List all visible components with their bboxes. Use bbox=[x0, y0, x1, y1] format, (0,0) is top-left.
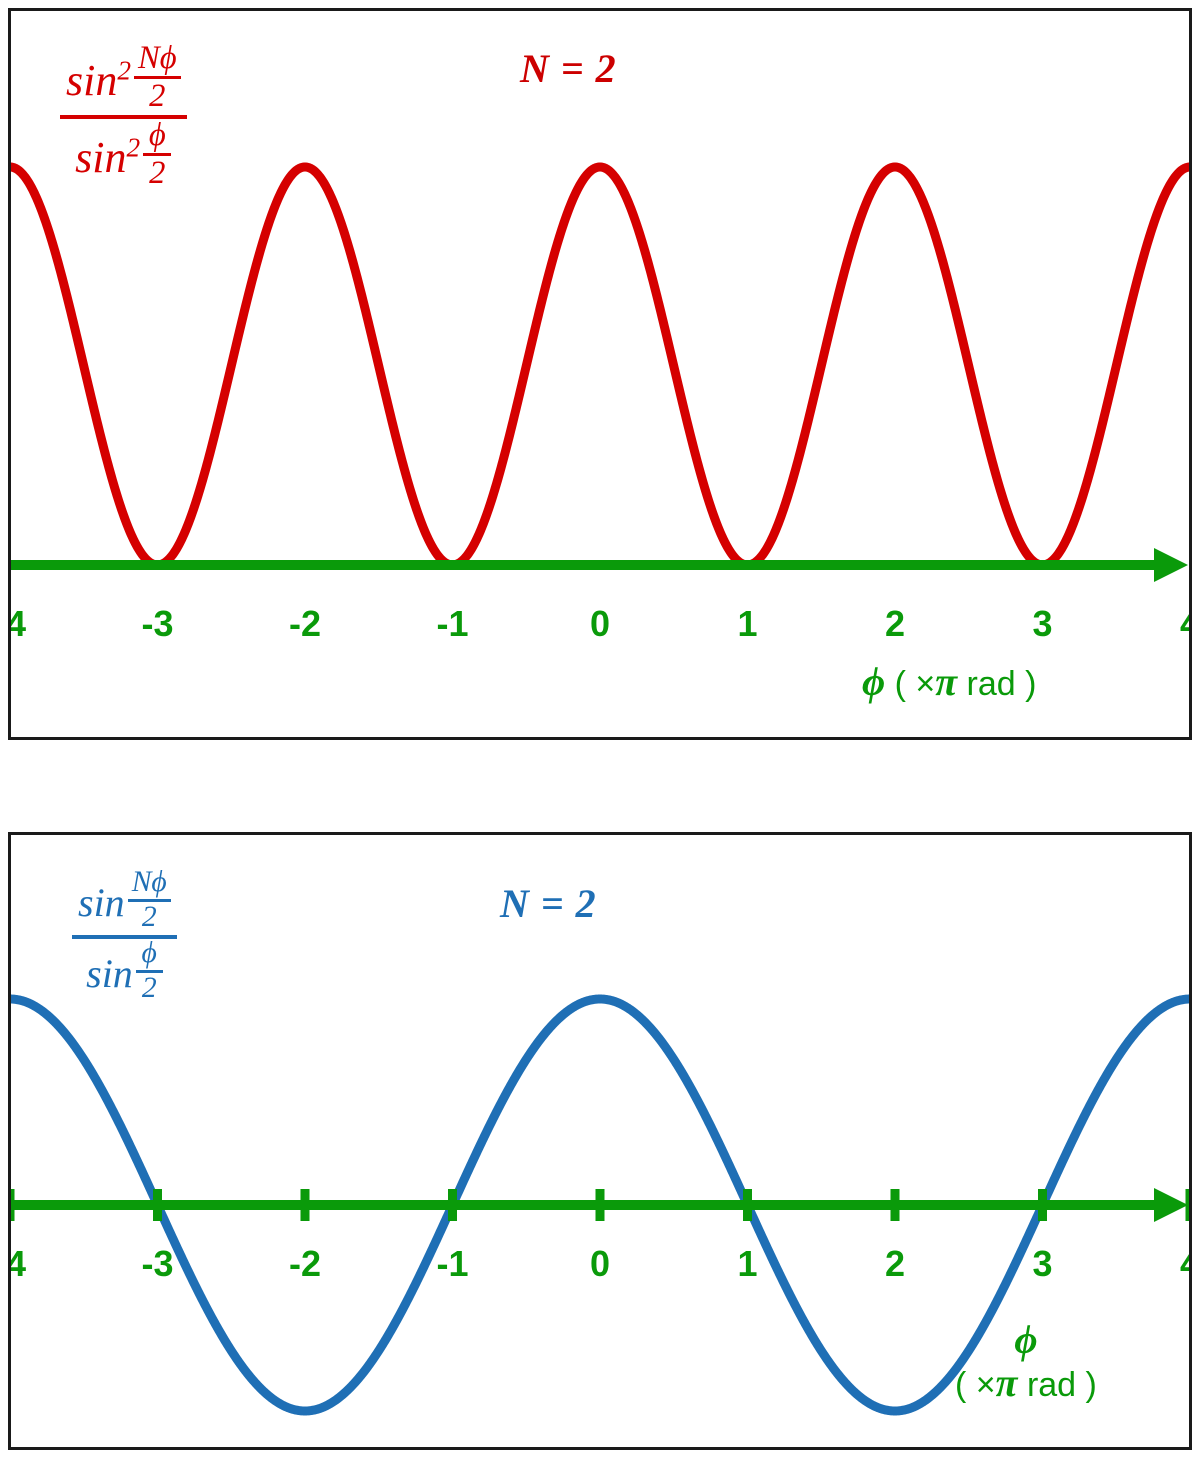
x-tick-label: -1 bbox=[436, 1243, 469, 1284]
formula-top-denominator: sin2 ϕ 2 bbox=[60, 119, 187, 189]
x-tick-label: 0 bbox=[589, 603, 611, 644]
formula-bottom-den-arg: ϕ 2 bbox=[135, 939, 163, 1004]
x-axis-caption-bottom-line1: ϕ bbox=[955, 1318, 1097, 1361]
unit-label-bottom: rad bbox=[1026, 1366, 1077, 1405]
formula-top-fraction: sin2 Nϕ 2 sin2 ϕ 2 bbox=[60, 42, 187, 189]
x-axis-caption-bottom-line2: ( ×π rad ) bbox=[955, 1361, 1097, 1404]
formula-bottom-numerator: sin Nϕ 2 bbox=[72, 867, 177, 940]
data-curve bbox=[11, 994, 1189, 1416]
x-tick-label: -2 bbox=[288, 603, 322, 644]
paren-open-top: ( bbox=[894, 665, 906, 703]
paren-open-bottom: ( bbox=[955, 1366, 967, 1405]
paren-close-bottom: ) bbox=[1085, 1366, 1097, 1405]
formula-top-den-arg: ϕ 2 bbox=[143, 119, 172, 191]
formula-top-numerator: sin2 Nϕ 2 bbox=[60, 42, 187, 120]
x-tick-label: 2 bbox=[884, 1243, 906, 1284]
chart-title-bottom: N = 2 bbox=[500, 881, 597, 926]
x-tick-label: 2 bbox=[884, 603, 906, 644]
x-axis-caption-top: ϕ ( ×π rad ) bbox=[862, 658, 1036, 705]
chart-panel-bottom: -4 -3 -2 -1 0 1 2 3 4 bbox=[8, 832, 1192, 1450]
pi-symbol-top: π bbox=[935, 659, 958, 704]
formula-bottom: sin Nϕ 2 sin ϕ 2 bbox=[72, 867, 177, 1003]
formula-top-num-arg: Nϕ 2 bbox=[134, 42, 181, 112]
x-tick-label: -2 bbox=[288, 1243, 322, 1284]
formula-top-num-power: 2 bbox=[117, 55, 131, 86]
x-axis-caption-bottom: ϕ ( ×π rad ) bbox=[955, 1318, 1097, 1404]
data-curve bbox=[11, 162, 1189, 570]
formula-top-num-fn: sin bbox=[66, 56, 118, 106]
phi-symbol-top: ϕ bbox=[862, 659, 886, 704]
chart-title-top: N = 2 bbox=[520, 46, 617, 91]
formula-top-den-arg-numerator: ϕ bbox=[143, 119, 172, 156]
x-tick-label: 4 bbox=[1180, 1243, 1189, 1285]
formula-bottom-denominator: sin ϕ 2 bbox=[72, 939, 177, 1003]
x-tick-label: 1 bbox=[737, 603, 758, 644]
x-tick-label: -1 bbox=[436, 603, 469, 644]
chart-panel-top: -4 -3 -2 -1 0 1 2 3 4 bbox=[8, 8, 1192, 740]
formula-top: sin2 Nϕ 2 sin2 ϕ 2 bbox=[60, 42, 187, 189]
x-tick-label: -4 bbox=[11, 603, 26, 645]
formula-bottom-num-arg-numerator: Nϕ bbox=[127, 867, 171, 902]
formula-top-num-arg-denominator: 2 bbox=[149, 77, 166, 114]
x-tick-label: 3 bbox=[1032, 1243, 1053, 1284]
phi-symbol-bottom: ϕ bbox=[1014, 1317, 1038, 1362]
x-tick-label: 1 bbox=[737, 1243, 758, 1284]
x-tick-label: 4 bbox=[1180, 603, 1189, 645]
formula-bottom-den-arg-numerator: ϕ bbox=[135, 939, 163, 973]
x-tick-label: 0 bbox=[589, 1243, 611, 1284]
x-tick-label: -3 bbox=[141, 1243, 174, 1284]
x-tick-label: 3 bbox=[1032, 603, 1053, 644]
formula-bottom-num-arg-denominator: 2 bbox=[141, 900, 157, 933]
formula-top-num-arg-numerator: Nϕ bbox=[134, 42, 181, 79]
plot-area-top bbox=[11, 11, 1189, 737]
times-symbol-bottom: × bbox=[975, 1366, 996, 1405]
x-tick-label: -4 bbox=[11, 1243, 26, 1285]
x-axis-arrowhead bbox=[1154, 1188, 1188, 1222]
formula-bottom-den-fn: sin bbox=[86, 951, 133, 997]
x-axis-arrowhead bbox=[1154, 548, 1188, 582]
paren-close-top: ) bbox=[1025, 665, 1037, 703]
formula-top-den-arg-denominator: 2 bbox=[149, 154, 166, 191]
x-tick-label: -3 bbox=[141, 603, 174, 644]
formula-bottom-fraction: sin Nϕ 2 sin ϕ 2 bbox=[72, 867, 177, 1003]
pi-symbol-bottom: π bbox=[995, 1360, 1018, 1406]
formula-bottom-den-arg-denominator: 2 bbox=[141, 971, 157, 1004]
plot-area-bottom bbox=[11, 835, 1189, 1447]
curve-layer-top bbox=[11, 162, 1189, 582]
curve-layer-bottom bbox=[11, 994, 1189, 1416]
unit-label-top: rad bbox=[966, 665, 1016, 703]
formula-top-den-power: 2 bbox=[126, 132, 141, 163]
formula-bottom-num-fn: sin bbox=[78, 880, 125, 926]
formula-bottom-num-arg: Nϕ 2 bbox=[127, 867, 171, 933]
times-symbol-top: × bbox=[915, 665, 936, 703]
formula-top-den-fn: sin bbox=[75, 133, 127, 183]
